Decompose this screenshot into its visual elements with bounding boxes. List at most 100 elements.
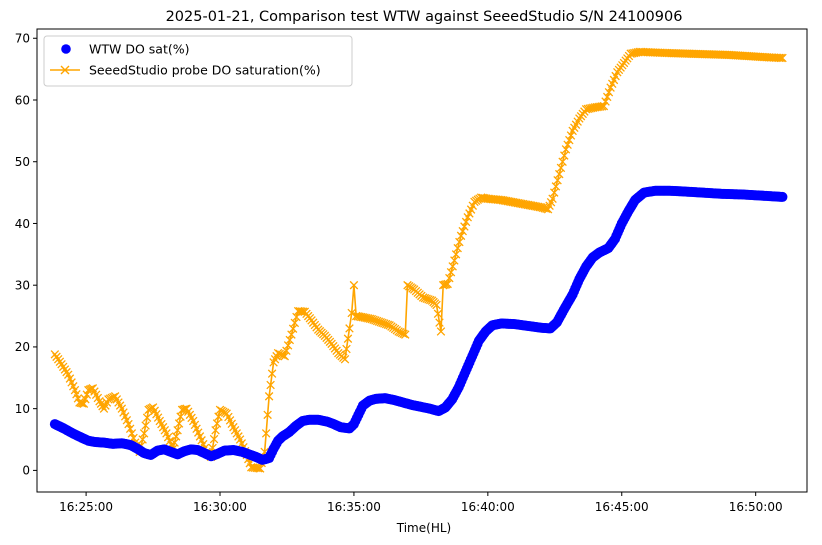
seeedstudio-point: [556, 163, 566, 173]
seeedstudio-point: [79, 399, 89, 408]
seeedstudio-point: [551, 182, 561, 191]
seeedstudio-point: [533, 202, 543, 212]
seeedstudio-point: [440, 280, 449, 290]
seeedstudio-point: [176, 412, 185, 421]
seeedstudio-point: [282, 346, 291, 356]
x-axis-ticks: 16:25:00 16:30:00 16:35:00 16:40:00 16:45:00…: [59, 492, 783, 514]
seeedstudio-point: [604, 88, 614, 97]
seeedstudio-point: [179, 405, 188, 414]
seeedstudio-point: [458, 226, 467, 236]
seeedstudio-point: [342, 344, 351, 354]
seeedstudio-point: [535, 202, 544, 212]
seeedstudio-point: [78, 399, 87, 408]
seeedstudio-point: [602, 92, 612, 102]
seeedstudio-point: [453, 243, 462, 253]
seeedstudio-point: [141, 421, 150, 430]
seeedstudio-point: [558, 157, 567, 166]
seeedstudio-point: [778, 53, 787, 63]
y-tick-label: 0: [22, 464, 30, 478]
seeedstudio-point: [401, 330, 410, 339]
seeedstudio-point: [460, 222, 469, 231]
series-seeedstudio: [50, 47, 787, 473]
seeedstudio-point: [173, 426, 182, 435]
seeedstudio-point: [297, 307, 306, 316]
seeedstudio-point: [81, 394, 90, 404]
y-tick-label: 10: [15, 402, 30, 416]
series-wtw: [49, 185, 788, 465]
seeedstudio-point: [212, 419, 222, 428]
seeedstudio-point: [124, 419, 133, 429]
seeedstudio-point: [548, 194, 557, 204]
seeedstudio-point: [125, 424, 135, 433]
legend-frame: [43, 35, 353, 87]
seeedstudio-point: [435, 318, 444, 327]
seeedstudio-point: [774, 53, 784, 63]
seeedstudio-point: [563, 140, 572, 150]
seeedstudio-point: [283, 341, 293, 350]
seeedstudio-point: [209, 434, 219, 444]
seeedstudio-point: [549, 188, 559, 197]
seeedstudio-point: [455, 237, 464, 247]
seeedstudio-point: [280, 351, 289, 361]
seeedstudio-point: [566, 131, 576, 140]
y-tick-label: 60: [15, 93, 30, 107]
seeedstudio-point: [139, 429, 149, 438]
seeedstudio-point: [349, 280, 359, 290]
seeedstudio-point: [171, 432, 181, 441]
seeedstudio-point: [264, 392, 274, 401]
x-tick-label: 16:50:00: [729, 500, 783, 514]
seeedstudio-point: [456, 231, 466, 241]
seeedstudio-point: [170, 438, 179, 447]
seeedstudio-point: [343, 334, 353, 343]
seeedstudio-point: [560, 151, 569, 160]
x-tick-label: 16:35:00: [327, 500, 381, 514]
seeedstudio-point: [95, 396, 104, 406]
seeedstudio-point: [565, 135, 574, 145]
seeedstudio-point: [599, 101, 609, 111]
seeedstudio-point: [555, 169, 564, 179]
y-tick-label: 40: [15, 217, 30, 231]
seeedstudio-point: [561, 145, 571, 154]
y-tick-label: 70: [15, 32, 30, 46]
seeedstudio-point: [266, 380, 275, 390]
seeedstudio-point: [127, 429, 137, 438]
seeedstudio-point: [255, 464, 265, 473]
x-tick-label: 16:45:00: [595, 500, 649, 514]
seeedstudio-point: [345, 324, 354, 333]
seeedstudio-point: [263, 410, 272, 420]
wtw-point: [777, 191, 788, 202]
x-tick-label: 16:40:00: [461, 500, 515, 514]
seeedstudio-point: [211, 426, 220, 435]
legend-x-seeedstudio: [60, 65, 70, 75]
seeedstudio-point: [597, 102, 607, 111]
seeedstudio-point: [261, 429, 271, 438]
seeedstudio-point: [461, 217, 471, 227]
y-axis-ticks: 0 10 20 30 40 50 60 70: [15, 32, 37, 478]
seeedstudio-point: [138, 435, 147, 444]
legend-label-seeedstudio: SeeedStudio probe DO saturation(%): [89, 63, 321, 78]
seeedstudio-point: [285, 335, 295, 345]
legend-marker-seeedstudio: [50, 65, 80, 75]
seeedstudio-point: [451, 250, 461, 259]
x-tick-label: 16:25:00: [59, 500, 113, 514]
seeedstudio-point: [450, 256, 459, 265]
x-axis-label: Time(HL): [396, 521, 451, 535]
seeedstudio-point: [441, 280, 451, 289]
seeedstudio-point: [347, 308, 356, 318]
seeedstudio-point: [340, 355, 350, 364]
seeedstudio-point: [142, 413, 152, 422]
seeedstudio-point: [432, 300, 441, 310]
seeedstudio-point: [355, 312, 364, 321]
x-tick-label: 16:30:00: [193, 500, 247, 514]
seeedstudio-point: [553, 175, 562, 185]
seeedstudio-point: [174, 419, 184, 428]
chart-title: 2025-01-21, Comparison test WTW against …: [166, 9, 683, 25]
y-tick-label: 30: [15, 278, 30, 292]
seeedstudio-point: [436, 327, 446, 336]
legend: WTW DO sat(%) SeeedStudio probe DO satur…: [43, 35, 353, 87]
legend-label-wtw: WTW DO sat(%): [89, 42, 189, 57]
seeedstudio-point: [776, 53, 786, 63]
seeedstudio-point: [254, 464, 263, 473]
y-tick-label: 50: [15, 155, 30, 169]
